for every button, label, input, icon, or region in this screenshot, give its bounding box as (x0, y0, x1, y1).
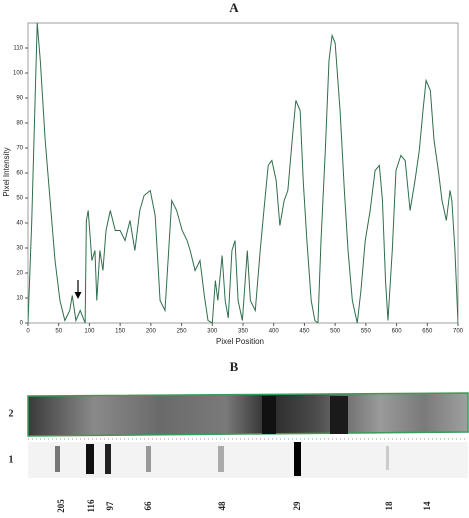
panel-label: A (229, 0, 239, 15)
y-tick-label: 40 (16, 221, 23, 227)
marker-label: 18 (384, 501, 394, 511)
band (330, 396, 348, 434)
y-tick-label: 30 (16, 246, 23, 252)
band (218, 446, 224, 472)
data-line (28, 23, 458, 323)
plot-frame (27, 22, 459, 324)
lane-label: 1 (9, 454, 14, 465)
y-tick-label: 100 (13, 71, 24, 77)
y-tick-label: 60 (16, 171, 23, 177)
y-tick-label: 110 (13, 46, 23, 52)
x-tick-label: 300 (207, 329, 218, 335)
lane-label: 2 (9, 408, 14, 419)
lane-1-strip (28, 442, 468, 478)
x-tick-label: 0 (26, 329, 30, 335)
x-tick-label: 200 (146, 329, 157, 335)
band (386, 446, 389, 470)
x-tick-label: 500 (330, 329, 341, 335)
y-tick-label: 20 (16, 271, 23, 277)
y-tick-label: 70 (16, 146, 23, 152)
panel-label: B (230, 359, 239, 374)
marker-label: 97 (105, 501, 115, 511)
x-axis-label: Pixel Position (216, 337, 264, 346)
y-tick-label: 90 (16, 96, 23, 102)
marker-label: 48 (217, 501, 227, 511)
x-tick-label: 100 (84, 329, 95, 335)
band (55, 446, 60, 472)
band (262, 396, 276, 434)
band (86, 444, 94, 474)
y-axis-label: Pixel Intensity (2, 147, 11, 196)
y-tick-label: 50 (16, 196, 23, 202)
x-tick-label: 600 (392, 329, 403, 335)
band (146, 446, 151, 472)
marker-label: 205 (56, 499, 66, 513)
x-tick-label: 550 (361, 329, 372, 335)
x-tick-label: 450 (299, 329, 310, 335)
y-tick-label: 0 (20, 321, 24, 327)
x-tick-label: 150 (115, 329, 126, 335)
band (105, 444, 111, 474)
marker-label: 14 (422, 501, 432, 511)
lane-2-strip (27, 392, 469, 437)
x-tick-label: 400 (269, 329, 280, 335)
arrow-head (74, 292, 82, 299)
y-tick-label: 10 (16, 296, 23, 302)
marker-label: 66 (143, 501, 153, 511)
x-tick-label: 700 (453, 329, 464, 335)
x-tick-label: 50 (55, 329, 62, 335)
band (294, 442, 301, 476)
x-tick-label: 250 (177, 329, 188, 335)
y-tick-label: 80 (16, 121, 23, 127)
marker-label: 29 (292, 501, 302, 511)
x-tick-label: 350 (238, 329, 249, 335)
x-tick-label: 650 (422, 329, 433, 335)
gel (27, 392, 469, 478)
marker-label: 116 (86, 499, 96, 513)
